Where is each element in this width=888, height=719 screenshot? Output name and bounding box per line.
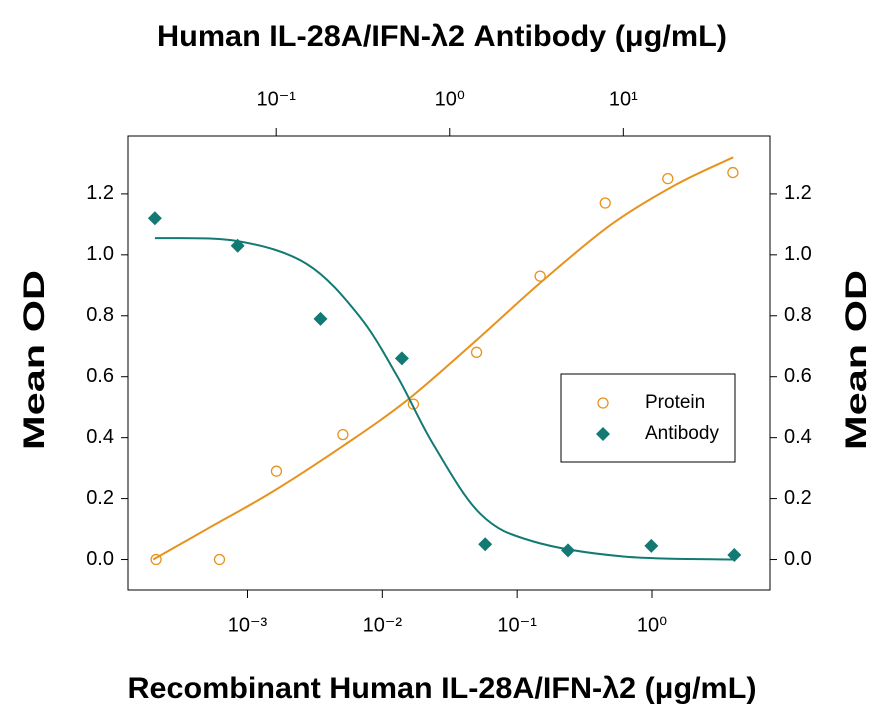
point [534, 270, 546, 282]
point [147, 211, 162, 226]
x-tick-label: 10⁻³ [228, 614, 268, 636]
point [150, 553, 162, 566]
legend-label: Antibody [645, 423, 719, 444]
y2-tick-label: 0.8 [784, 304, 812, 326]
y2-tick-label: 1.0 [784, 243, 812, 265]
point [270, 465, 283, 477]
x2-tick-label: 10⁰ [435, 88, 465, 110]
x-axis-label: Recombinant Human IL-28A/IFN-λ2 (μg/mL) [128, 672, 757, 705]
y2-tick-label: 1.2 [784, 182, 812, 204]
x2-tick-label: 10⁻¹ [256, 88, 296, 110]
point [662, 173, 674, 185]
fit-curve [152, 156, 734, 561]
point [313, 311, 328, 326]
legend-box [560, 373, 736, 463]
point [727, 547, 742, 562]
point [727, 166, 739, 179]
y-axis-label: Mean OD [18, 270, 51, 450]
y2-tick-label: 0.0 [784, 548, 812, 570]
y2-tick-label: 0.6 [784, 365, 812, 387]
legend-marker [596, 427, 610, 441]
point [478, 537, 493, 552]
x-tick-label: 10⁻¹ [497, 614, 537, 636]
point [644, 538, 659, 553]
x2-tick-label: 10¹ [609, 88, 638, 110]
y-tick-label: 0.0 [86, 548, 114, 570]
legend-label: Protein [645, 392, 705, 413]
point [599, 197, 611, 209]
y2-tick-label: 0.4 [784, 426, 812, 448]
fit-curve [154, 237, 734, 561]
point [394, 351, 409, 366]
y-tick-label: 0.2 [86, 487, 114, 509]
y-tick-label: 0.6 [86, 365, 114, 387]
y-tick-label: 0.8 [86, 304, 114, 326]
plot-frame [127, 135, 771, 591]
point [560, 543, 575, 558]
y2-axis-label: Mean OD [840, 270, 873, 450]
point [337, 428, 349, 441]
point [213, 553, 226, 566]
y2-tick-label: 0.2 [784, 487, 812, 509]
x-tick-label: 10⁰ [637, 614, 667, 636]
legend-marker [597, 397, 609, 409]
x-tick-label: 10⁻² [363, 614, 403, 636]
y-tick-label: 1.2 [86, 182, 114, 204]
chart-title: Human IL-28A/IFN-λ2 Antibody (μg/mL) [157, 20, 727, 53]
y-tick-label: 0.4 [86, 426, 114, 448]
y-tick-label: 1.0 [86, 243, 114, 265]
point [230, 238, 245, 253]
point [470, 346, 483, 358]
